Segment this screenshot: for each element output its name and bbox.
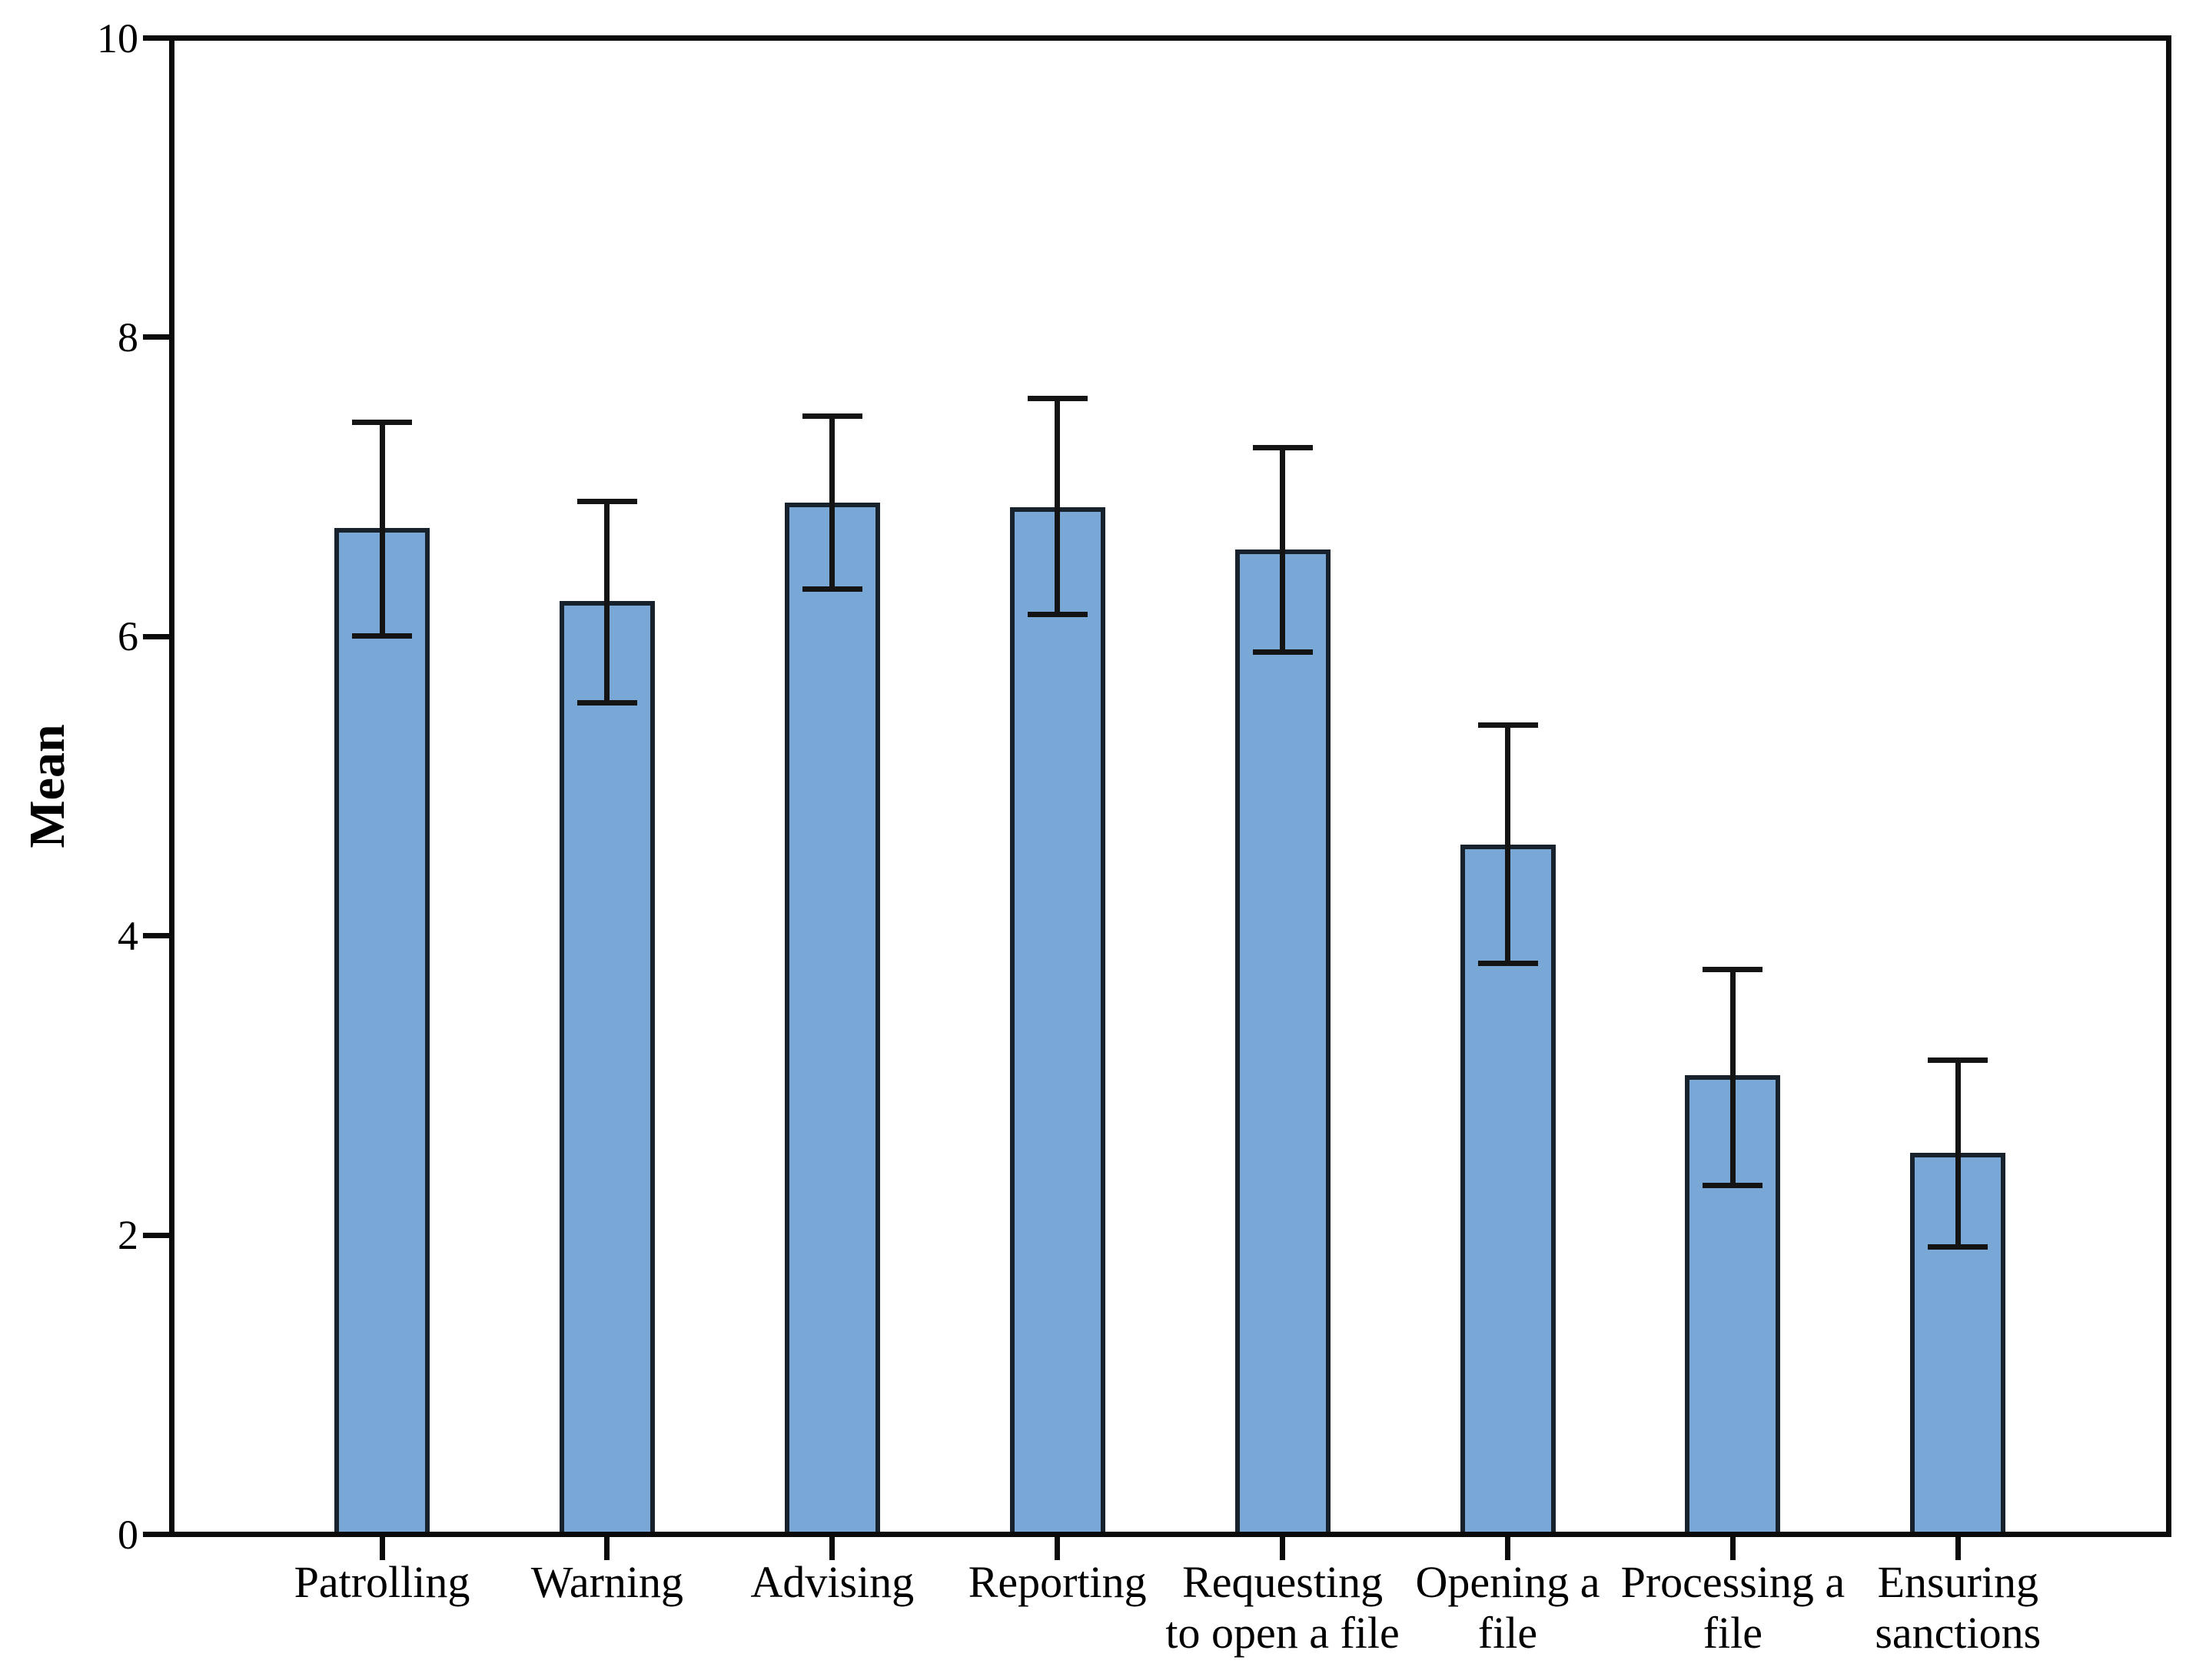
error-bar-line [1055, 398, 1061, 615]
x-category-label: Requesting to open a file [1114, 1557, 1452, 1658]
error-bar-line [1505, 725, 1510, 964]
y-tick-mark [143, 1532, 169, 1537]
error-bar-cap-bottom [576, 699, 637, 706]
bar-requesting-to-open-a-file [1234, 549, 1331, 1532]
error-bar-line [604, 501, 610, 703]
y-tick-mark [143, 933, 169, 939]
y-tick-mark [143, 35, 169, 41]
x-tick-mark [1729, 1534, 1736, 1560]
error-bar-cap-top [1703, 967, 1763, 973]
y-tick-mark [143, 334, 169, 340]
y-axis-title: Mean [19, 724, 75, 848]
x-category-label-line: Advising [750, 1557, 915, 1607]
x-category-label-line: sanctions [1875, 1608, 2042, 1658]
error-bar-line [1280, 447, 1286, 652]
error-bar-cap-bottom [1928, 1243, 1988, 1250]
x-tick-mark [829, 1534, 836, 1560]
error-bar-cap-bottom [352, 632, 412, 639]
x-category-label-line: Warning [530, 1557, 684, 1607]
y-tick-mark [143, 633, 169, 639]
y-tick-label: 2 [118, 1212, 138, 1259]
bar-reporting [1009, 507, 1105, 1532]
y-tick-label: 8 [118, 314, 138, 360]
x-category-label-line: Processing a [1620, 1557, 1846, 1607]
x-category-label-line: Requesting [1182, 1557, 1384, 1607]
x-category-label: Advising [663, 1557, 1002, 1608]
error-bar-cap-top [802, 413, 862, 420]
error-bar-cap-bottom [1703, 1183, 1763, 1189]
error-bar-cap-top [1928, 1057, 1988, 1064]
x-category-label-line: file [1703, 1608, 1763, 1658]
x-tick-mark [1280, 1534, 1286, 1560]
plot-area [169, 35, 2171, 1537]
error-bar-cap-top [576, 498, 637, 504]
x-tick-mark [1955, 1534, 1961, 1560]
x-category-label: Patrolling [213, 1557, 551, 1608]
error-bar-cap-top [1027, 396, 1088, 402]
x-category-label-line: Patrolling [294, 1557, 470, 1607]
x-category-label: Processing a file [1563, 1557, 1902, 1658]
bar-patrolling [334, 528, 430, 1532]
x-category-label: Reporting [889, 1557, 1227, 1608]
y-tick-label: 6 [118, 613, 138, 660]
x-tick-mark [604, 1534, 610, 1560]
x-category-label-line: file [1477, 1608, 1538, 1658]
bar-advising [784, 503, 880, 1532]
x-tick-mark [379, 1534, 385, 1560]
error-bar-cap-top [1252, 445, 1313, 451]
bar-warning [559, 601, 655, 1532]
error-bar-line [379, 422, 385, 636]
error-bar-cap-bottom [1027, 612, 1088, 618]
error-bar-cap-bottom [802, 586, 862, 593]
x-category-label: Opening a file [1339, 1557, 1677, 1658]
error-bar-cap-bottom [1477, 961, 1538, 967]
y-tick-mark [143, 1232, 169, 1238]
error-bar-cap-top [352, 420, 412, 426]
x-category-label-line: to open a file [1165, 1608, 1400, 1658]
x-category-label: Ensuring sanctions [1789, 1557, 2127, 1658]
error-bar-line [1729, 969, 1736, 1186]
x-tick-mark [1055, 1534, 1061, 1560]
x-tick-mark [1505, 1534, 1510, 1560]
error-bar-cap-bottom [1252, 649, 1313, 655]
x-category-label: Warning [438, 1557, 776, 1608]
y-tick-label: 10 [97, 15, 138, 61]
error-bar-line [829, 416, 836, 589]
y-tick-label: 4 [118, 912, 138, 959]
x-category-label-line: Ensuring [1877, 1557, 2039, 1607]
error-bar-cap-top [1477, 722, 1538, 728]
error-bar-line [1955, 1060, 1961, 1247]
x-category-label-line: Opening a [1415, 1557, 1600, 1607]
x-category-label-line: Reporting [968, 1557, 1147, 1607]
y-tick-label: 0 [118, 1511, 138, 1558]
